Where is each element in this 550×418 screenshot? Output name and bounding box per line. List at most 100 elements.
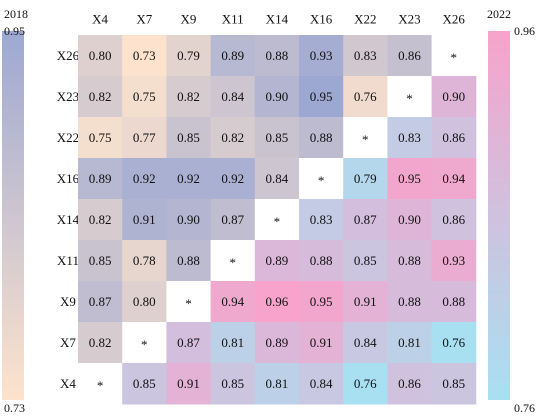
heatmap-cell <box>122 35 167 77</box>
heatmap-cell <box>122 158 167 200</box>
row-tick-label: X11 <box>57 253 79 268</box>
row-tick-labels: X26 X23 X22 X16 X14 X11 X9 X7 X4 <box>57 48 80 391</box>
heatmap-cell <box>122 76 167 118</box>
heatmap-cell-value: * <box>450 50 457 65</box>
column-tick-label: X4 <box>92 12 108 27</box>
heatmap-cell-value: 0.95 <box>310 89 333 104</box>
heatmap-cell <box>166 158 212 200</box>
heatmap-cell-value: 0.91 <box>133 212 156 227</box>
heatmap-cell-value: 0.85 <box>354 253 377 268</box>
heatmap-cell <box>343 240 388 282</box>
colorbar-left-min: 0.73 <box>4 401 25 415</box>
heatmap-cell-value: 0.95 <box>398 171 421 186</box>
heatmap-cell-value: 0.86 <box>398 376 421 391</box>
heatmap-cell <box>299 199 344 241</box>
heatmap-cell <box>210 158 256 200</box>
heatmap-cell-value: 0.85 <box>133 376 156 391</box>
heatmap-cell-value: 0.77 <box>133 130 156 145</box>
heatmap-cell-value: 0.80 <box>133 294 156 309</box>
colorbar-right-gradient <box>488 31 510 400</box>
heatmap-cell <box>431 281 477 323</box>
heatmap-cell <box>254 76 300 118</box>
column-tick-labels: X4 X7 X9 X11 X14 X16 X22 X23 X26 <box>92 12 465 27</box>
heatmap-cell-value: 0.84 <box>221 89 244 104</box>
heatmap-cell <box>122 322 167 364</box>
heatmap-cell-value: 0.83 <box>310 212 333 227</box>
heatmap-cell <box>387 117 433 159</box>
heatmap-cell <box>431 35 477 77</box>
heatmap-cell-value: 0.90 <box>398 212 421 227</box>
colorbar-left-max: 0.95 <box>4 24 25 38</box>
column-tick-label: X9 <box>181 12 197 27</box>
heatmap-cell-value: 0.84 <box>266 171 289 186</box>
heatmap-cell <box>78 158 123 200</box>
heatmap-cell <box>122 363 167 405</box>
heatmap-cell-value: 0.89 <box>266 335 289 350</box>
heatmap-cell-value: 0.82 <box>89 212 112 227</box>
heatmap-cell <box>122 240 167 282</box>
heatmap-cell <box>78 240 123 282</box>
heatmap-cell-value: 0.79 <box>354 171 377 186</box>
heatmap-cell-value: * <box>274 214 281 229</box>
heatmap-cell-value: * <box>406 91 413 106</box>
heatmap-cell <box>299 76 344 118</box>
heatmap-cell <box>210 363 256 405</box>
heatmap-cell <box>254 322 300 364</box>
heatmap-cell <box>166 281 212 323</box>
heatmap-cell <box>343 281 388 323</box>
heatmap-cell-value: 0.81 <box>221 335 244 350</box>
heatmap-cell <box>166 322 212 364</box>
heatmap-cells: 0.80 0.73 0.79 0.89 0.88 0.93 0.83 0.86 * 0.82 0.7… <box>78 35 477 405</box>
heatmap-cell <box>78 322 123 364</box>
heatmap-cell <box>210 240 256 282</box>
heatmap-cell <box>431 199 477 241</box>
heatmap-cell-value: 0.75 <box>89 130 112 145</box>
heatmap-cell <box>166 363 212 405</box>
heatmap-cell <box>210 281 256 323</box>
heatmap-cell-value: 0.81 <box>266 376 289 391</box>
heatmap-cell <box>210 322 256 364</box>
heatmap-cell <box>431 158 477 200</box>
heatmap-cell <box>343 322 388 364</box>
heatmap-cell <box>343 158 388 200</box>
heatmap-cell-value: 0.94 <box>221 294 244 309</box>
heatmap-cell-value: 0.94 <box>442 171 465 186</box>
heatmap-cell <box>387 363 433 405</box>
column-tick-label: X16 <box>310 12 333 27</box>
colorbar-left-gradient <box>2 31 24 400</box>
heatmap-cell <box>122 117 167 159</box>
heatmap-cell-value: 0.73 <box>133 48 156 63</box>
heatmap-cell-value: 0.83 <box>398 130 421 145</box>
heatmap-cell-value: 0.86 <box>398 48 421 63</box>
heatmap-cell-value: 0.85 <box>442 376 465 391</box>
heatmap-cell <box>78 35 123 77</box>
heatmap-cell <box>78 76 123 118</box>
heatmap-cell-value: 0.86 <box>442 130 465 145</box>
heatmap-cell <box>166 76 212 118</box>
heatmap-cell <box>431 322 477 364</box>
heatmap-cell-value: 0.87 <box>177 335 200 350</box>
heatmap-cell <box>387 158 433 200</box>
heatmap-cell <box>254 363 300 405</box>
heatmap-cell-value: 0.89 <box>89 171 112 186</box>
heatmap-cell-value: 0.90 <box>266 89 289 104</box>
heatmap-cell-value: * <box>141 337 148 352</box>
heatmap-cell-value: * <box>185 296 192 311</box>
heatmap-cell-value: 0.90 <box>177 212 200 227</box>
heatmap-cell <box>299 35 344 77</box>
heatmap-cell <box>343 35 388 77</box>
colorbar-right-label: 2022 <box>487 7 511 21</box>
heatmap-cell-value: 0.92 <box>221 171 244 186</box>
heatmap-cell <box>299 363 344 405</box>
heatmap-cell-value: 0.95 <box>310 294 333 309</box>
heatmap-cell <box>343 117 388 159</box>
row-tick-label: X22 <box>57 130 79 145</box>
heatmap-cell <box>387 281 433 323</box>
heatmap-cell <box>299 158 344 200</box>
heatmap-cell <box>387 199 433 241</box>
heatmap-cell-value: 0.84 <box>354 335 377 350</box>
row-tick-label: X16 <box>57 171 80 186</box>
heatmap-cell <box>343 76 388 118</box>
heatmap-cell-value: 0.75 <box>133 89 156 104</box>
